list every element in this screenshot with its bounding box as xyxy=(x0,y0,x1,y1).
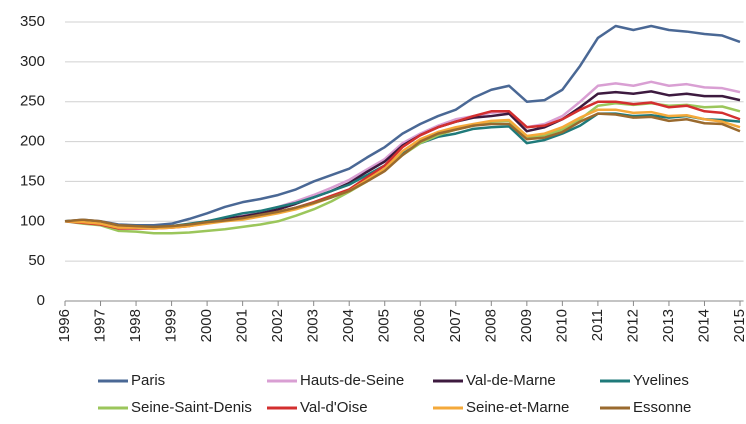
x-tick-label: 2011 xyxy=(589,309,606,341)
x-tick-label: 2004 xyxy=(340,309,357,342)
x-tick-label: 2009 xyxy=(518,309,535,342)
x-tick-label: 2003 xyxy=(305,309,322,342)
y-tick-label: 150 xyxy=(20,172,45,189)
x-tick-label: 1997 xyxy=(91,309,108,342)
x-tick-label: 2014 xyxy=(695,309,712,342)
x-tick-label: 1996 xyxy=(56,309,73,342)
x-tick-label: 2000 xyxy=(198,309,215,342)
y-tick-label: 200 xyxy=(20,133,45,150)
x-tick-label: 2001 xyxy=(234,309,251,342)
x-tick-label: 1999 xyxy=(163,309,180,342)
y-tick-label: 100 xyxy=(20,212,45,229)
series-line xyxy=(64,24,741,227)
x-tick-label: 1998 xyxy=(127,309,144,342)
legend-label: Yvelines xyxy=(633,372,689,389)
series-line xyxy=(64,108,741,230)
legend-label: Val-d'Oise xyxy=(300,399,368,416)
series-line xyxy=(64,100,741,230)
y-tick-label: 250 xyxy=(20,93,45,110)
x-tick-label: 2007 xyxy=(447,309,464,342)
series-line xyxy=(64,112,741,229)
x-tick-label: 2013 xyxy=(660,309,677,342)
legend-label: Hauts-de-Seine xyxy=(300,372,404,389)
y-tick-label: 300 xyxy=(20,53,45,70)
x-tick-label: 2008 xyxy=(482,309,499,342)
series-line xyxy=(64,102,741,235)
series-line xyxy=(64,112,741,229)
legend-label: Essonne xyxy=(633,399,691,416)
y-tick-label: 350 xyxy=(20,13,45,30)
x-tick-label: 2012 xyxy=(624,309,641,342)
y-tick-label: 50 xyxy=(28,252,45,269)
legend-label: Val-de-Marne xyxy=(466,372,556,389)
legend-label: Seine-Saint-Denis xyxy=(131,399,252,416)
x-tick-label: 2015 xyxy=(731,309,746,342)
x-tick-label: 2005 xyxy=(376,309,393,342)
x-tick-label: 2010 xyxy=(553,309,570,342)
legend-label: Seine-et-Marne xyxy=(466,399,569,416)
legend-label: Paris xyxy=(131,372,165,389)
y-tick-label: 0 xyxy=(37,292,45,309)
x-tick-label: 2006 xyxy=(411,309,428,342)
x-tick-label: 2002 xyxy=(269,309,286,342)
